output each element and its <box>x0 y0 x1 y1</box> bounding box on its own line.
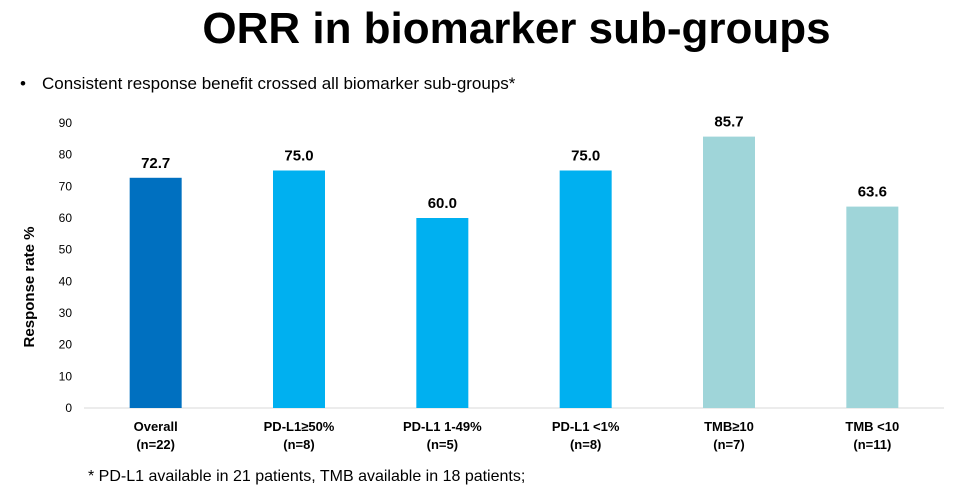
x-tick-sublabel: (n=8) <box>283 437 314 452</box>
y-tick-label: 70 <box>59 179 73 193</box>
slide-title: ORR in biomarker sub-groups <box>202 4 831 53</box>
x-tick-sublabel: (n=7) <box>713 437 744 452</box>
x-tick-sublabel: (n=11) <box>853 437 891 452</box>
y-tick-label: 30 <box>59 306 73 320</box>
data-label: 72.7 <box>141 155 170 172</box>
x-tick-sublabel: (n=22) <box>136 437 175 452</box>
x-tick-label: TMB≥10 <box>704 419 754 434</box>
data-label: 75.0 <box>571 148 600 165</box>
bars-group <box>129 136 899 408</box>
data-label: 63.6 <box>858 184 887 201</box>
data-labels-group: 72.7 75.0 60.0 75.0 85.7 63.6 <box>141 114 887 212</box>
data-label: 60.0 <box>428 195 457 212</box>
bullet-dot-icon: • <box>20 74 26 93</box>
y-tick-label: 10 <box>59 369 73 383</box>
bar <box>559 170 612 408</box>
y-tick-label: 40 <box>59 274 73 288</box>
y-tick-label: 60 <box>59 211 73 225</box>
x-tick-sublabel: (n=8) <box>570 437 601 452</box>
bullet-point: • Consistent response benefit crossed all… <box>20 72 515 96</box>
bar <box>846 206 899 408</box>
y-tick-label: 90 <box>59 116 73 130</box>
bar <box>416 218 469 408</box>
x-tick-label: PD-L1 1-49% <box>403 419 482 434</box>
y-tick-label: 20 <box>59 338 73 352</box>
y-axis-ticks: 0 10 20 30 40 50 60 70 80 90 <box>59 116 73 415</box>
x-axis-labels: Overall (n=22) PD-L1≥50% (n=8) PD-L1 1-49% (n… <box>134 419 900 452</box>
y-axis-title-group: Response rate % <box>21 227 38 348</box>
x-tick-label: PD-L1 <1% <box>552 419 620 434</box>
bar <box>273 170 325 408</box>
x-tick-label: TMB <10 <box>845 419 899 434</box>
x-tick-label: Overall <box>134 419 178 434</box>
y-tick-label: 80 <box>59 148 73 162</box>
bar <box>129 177 182 408</box>
footnote: * PD-L1 available in 21 patients, TMB av… <box>88 468 526 485</box>
y-axis-title: Response rate % <box>21 227 38 348</box>
x-tick-sublabel: (n=5) <box>427 437 458 452</box>
y-tick-label: 0 <box>65 401 72 415</box>
bar <box>703 136 755 408</box>
data-label: 85.7 <box>714 114 743 131</box>
y-tick-label: 50 <box>59 243 73 257</box>
bullet-text: Consistent response benefit crossed all … <box>42 74 516 93</box>
x-tick-label: PD-L1≥50% <box>264 419 335 434</box>
data-label: 75.0 <box>284 148 313 165</box>
